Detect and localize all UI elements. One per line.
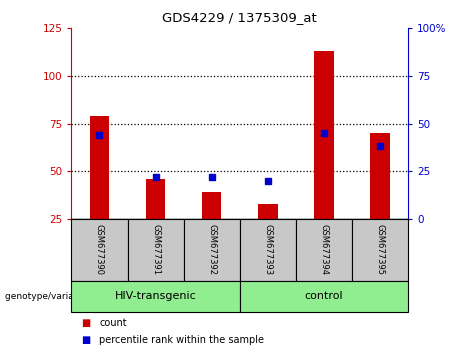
Text: GSM677394: GSM677394 bbox=[319, 224, 328, 275]
Bar bbox=[202, 192, 221, 219]
Bar bbox=[314, 51, 334, 219]
Bar bbox=[146, 179, 165, 219]
Text: HIV-transgenic: HIV-transgenic bbox=[115, 291, 196, 302]
Text: genotype/variation ▶: genotype/variation ▶ bbox=[5, 292, 100, 301]
Text: count: count bbox=[99, 318, 127, 328]
Text: GSM677395: GSM677395 bbox=[375, 224, 384, 275]
Text: GSM677392: GSM677392 bbox=[207, 224, 216, 275]
Text: control: control bbox=[305, 291, 343, 302]
Text: percentile rank within the sample: percentile rank within the sample bbox=[99, 335, 264, 345]
Text: GSM677393: GSM677393 bbox=[263, 224, 272, 275]
Bar bbox=[370, 133, 390, 219]
Title: GDS4229 / 1375309_at: GDS4229 / 1375309_at bbox=[162, 11, 317, 24]
Bar bbox=[258, 204, 278, 219]
Text: ■: ■ bbox=[81, 318, 90, 328]
Bar bbox=[90, 116, 109, 219]
Text: ■: ■ bbox=[81, 335, 90, 345]
Text: GSM677391: GSM677391 bbox=[151, 224, 160, 275]
Text: GSM677390: GSM677390 bbox=[95, 224, 104, 275]
